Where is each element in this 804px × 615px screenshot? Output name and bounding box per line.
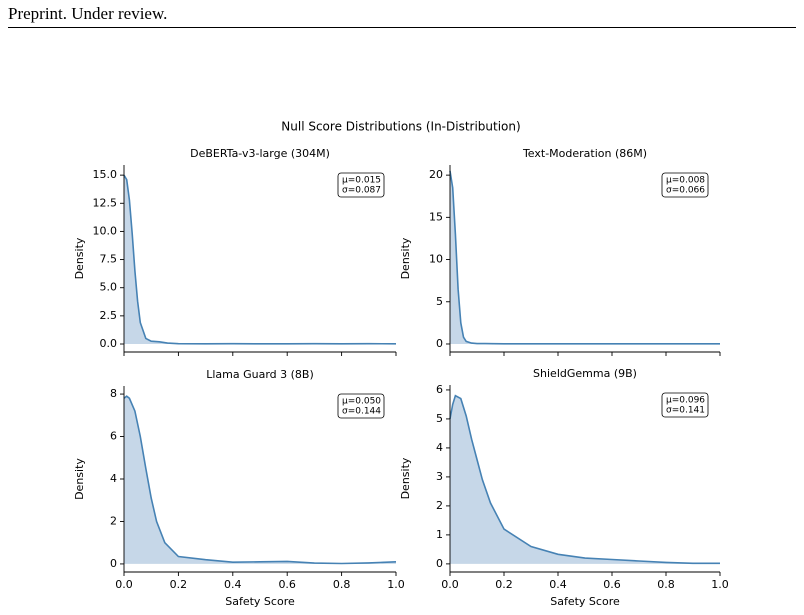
- x-axis-label: Safety Score: [550, 595, 620, 608]
- y-tick-label: 2: [436, 499, 443, 512]
- y-tick-label: 4: [110, 472, 117, 485]
- x-axis-label: Safety Score: [225, 595, 295, 608]
- density-line: [123, 395, 397, 565]
- y-tick-label: 3: [436, 470, 443, 483]
- annotation-text: σ=0.087: [342, 186, 381, 196]
- y-tick-label: 6: [110, 430, 117, 443]
- subplot-title: DeBERTa-v3-large (304M): [190, 147, 330, 160]
- annotation-text: σ=0.066: [666, 186, 705, 196]
- y-tick-label: 2: [110, 514, 117, 527]
- subplot-title: ShieldGemma (9B): [533, 367, 637, 380]
- y-tick-label: 7.5: [100, 253, 118, 266]
- y-tick-label: 1: [436, 528, 443, 541]
- y-tick-label: 12.5: [93, 196, 118, 209]
- annotation-text: μ=0.008: [666, 176, 705, 186]
- x-tick-label: 0.8: [657, 578, 675, 591]
- density-line: [449, 170, 720, 345]
- y-tick-label: 0: [110, 557, 117, 570]
- x-tick-label: 0.2: [495, 578, 513, 591]
- annotation-text: μ=0.096: [666, 396, 705, 406]
- figure-title: Null Score Distributions (In-Distributio…: [281, 120, 520, 134]
- y-tick-label: 15: [429, 210, 443, 223]
- density-area: [124, 175, 396, 345]
- annotation-text: σ=0.141: [666, 406, 705, 416]
- density-line: [123, 174, 397, 345]
- x-tick-label: 0.2: [170, 578, 188, 591]
- x-tick-label: 0.0: [441, 578, 459, 591]
- y-axis-label: Density: [399, 457, 412, 499]
- x-tick-label: 0.8: [333, 578, 351, 591]
- y-tick-label: 5: [436, 412, 443, 425]
- y-tick-label: 10: [429, 253, 443, 266]
- y-tick-label: 10.0: [93, 224, 118, 237]
- density-area: [450, 395, 720, 564]
- x-tick-label: 0.4: [549, 578, 567, 591]
- annotation-box: [337, 172, 385, 198]
- x-tick-label: 0.6: [603, 578, 621, 591]
- density-area: [124, 396, 396, 564]
- y-tick-label: 6: [436, 383, 443, 396]
- subplot-title: Text-Moderation (86M): [522, 147, 647, 160]
- y-tick-label: 2.5: [100, 309, 118, 322]
- annotation-box: [661, 172, 709, 198]
- y-tick-label: 0: [436, 557, 443, 570]
- y-tick-label: 5.0: [100, 281, 118, 294]
- x-tick-label: 1.0: [711, 578, 729, 591]
- annotation-text: σ=0.144: [342, 407, 381, 417]
- y-axis-label: Density: [73, 237, 86, 279]
- y-tick-label: 0: [436, 337, 443, 350]
- x-tick-label: 1.0: [387, 578, 405, 591]
- header-rule: [8, 27, 796, 28]
- annotation-box: [337, 393, 385, 419]
- x-tick-label: 0.0: [115, 578, 133, 591]
- y-axis-label: Density: [399, 237, 412, 279]
- annotation-text: μ=0.050: [342, 397, 381, 407]
- y-tick-label: 5: [436, 295, 443, 308]
- density-line: [449, 394, 720, 565]
- header-text: Preprint. Under review.: [8, 4, 168, 23]
- y-tick-label: 4: [436, 441, 443, 454]
- subplot-title: Llama Guard 3 (8B): [206, 368, 314, 381]
- y-axis-label: Density: [73, 458, 86, 500]
- x-tick-label: 0.4: [224, 578, 242, 591]
- y-tick-label: 8: [110, 387, 117, 400]
- x-tick-label: 0.6: [278, 578, 296, 591]
- annotation-text: μ=0.015: [342, 176, 381, 186]
- y-tick-label: 20: [429, 168, 443, 181]
- y-tick-label: 0.0: [100, 337, 118, 350]
- y-tick-label: 15.0: [93, 168, 118, 181]
- annotation-box: [661, 392, 709, 418]
